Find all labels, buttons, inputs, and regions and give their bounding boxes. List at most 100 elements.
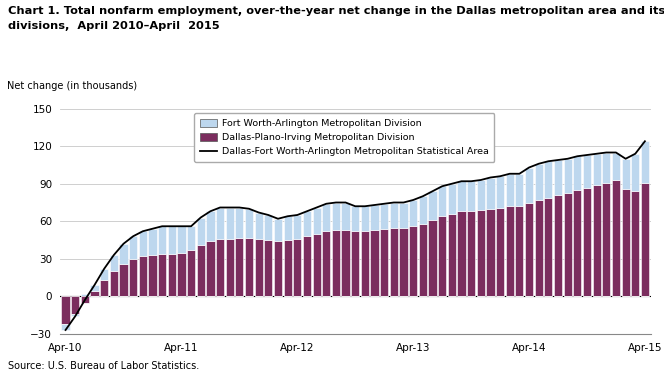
Bar	[216, 207, 224, 239]
Bar	[207, 241, 214, 296]
Bar	[428, 220, 437, 296]
Bar	[197, 217, 205, 245]
Bar	[177, 226, 185, 252]
Bar	[254, 213, 263, 239]
Bar	[448, 184, 456, 214]
Bar	[120, 264, 127, 296]
Bar	[477, 210, 485, 296]
Bar	[254, 239, 263, 296]
Text: Chart 1. Total nonfarm employment, over-the-year net change in the Dallas metrop: Chart 1. Total nonfarm employment, over-…	[8, 6, 664, 16]
Bar	[641, 141, 649, 183]
Bar	[90, 285, 99, 291]
Bar	[139, 231, 147, 256]
Bar	[284, 216, 291, 240]
Bar	[380, 204, 388, 229]
Bar	[71, 296, 79, 314]
Bar	[622, 159, 629, 189]
Bar	[380, 229, 388, 296]
Bar	[554, 195, 562, 296]
Bar	[187, 226, 195, 250]
Bar	[496, 207, 504, 296]
Bar	[612, 153, 620, 180]
Bar	[641, 183, 649, 296]
Bar	[226, 239, 234, 296]
Bar	[554, 160, 562, 195]
Bar	[631, 191, 639, 296]
Bar	[158, 254, 166, 296]
Bar	[592, 154, 601, 185]
Bar	[245, 237, 253, 296]
Bar	[564, 192, 572, 296]
Bar	[525, 202, 533, 296]
Bar	[158, 226, 166, 254]
Bar	[284, 240, 291, 296]
Bar	[274, 241, 282, 296]
Bar	[525, 168, 533, 202]
Bar	[148, 255, 157, 296]
Bar	[207, 211, 214, 241]
Bar	[313, 234, 321, 296]
Bar	[409, 200, 417, 226]
Bar	[226, 207, 234, 239]
Bar	[235, 207, 244, 237]
Bar	[448, 214, 456, 296]
Legend: Fort Worth-Arlington Metropolitan Division, Dallas-Plano-Irving Metropolitan Div: Fort Worth-Arlington Metropolitan Divisi…	[195, 114, 495, 162]
Bar	[90, 291, 99, 296]
Bar	[428, 191, 437, 220]
Bar	[583, 155, 591, 188]
Bar	[187, 250, 195, 296]
Bar	[245, 209, 253, 237]
Bar	[274, 219, 282, 241]
Bar	[486, 177, 495, 209]
Bar	[409, 226, 417, 296]
Bar	[564, 159, 572, 192]
Bar	[313, 207, 321, 234]
Bar	[264, 240, 272, 296]
Bar	[322, 204, 331, 231]
Bar	[622, 189, 629, 296]
Bar	[110, 271, 118, 296]
Bar	[351, 231, 359, 296]
Text: divisions,  April 2010–April  2015: divisions, April 2010–April 2015	[8, 21, 220, 31]
Bar	[197, 245, 205, 296]
Bar	[371, 230, 378, 296]
Bar	[477, 180, 485, 210]
Bar	[110, 255, 118, 271]
Bar	[505, 174, 514, 206]
Bar	[216, 239, 224, 296]
Bar	[573, 190, 582, 296]
Bar	[361, 231, 369, 296]
Bar	[168, 254, 176, 296]
Bar	[361, 206, 369, 231]
Bar	[332, 230, 340, 296]
Bar	[120, 244, 127, 264]
Bar	[573, 156, 582, 190]
Bar	[129, 236, 137, 259]
Bar	[438, 216, 446, 296]
Bar	[390, 228, 398, 296]
Bar	[351, 206, 359, 231]
Text: Source: U.S. Bureau of Labor Statistics.: Source: U.S. Bureau of Labor Statistics.	[8, 361, 199, 371]
Bar	[332, 202, 340, 230]
Bar	[612, 180, 620, 296]
Bar	[303, 236, 311, 296]
Bar	[535, 164, 542, 200]
Bar	[400, 228, 408, 296]
Text: Net change (in thousands): Net change (in thousands)	[7, 81, 137, 91]
Bar	[583, 188, 591, 296]
Bar	[438, 186, 446, 216]
Bar	[515, 174, 523, 206]
Bar	[602, 153, 610, 183]
Bar	[322, 231, 331, 296]
Bar	[419, 224, 427, 296]
Bar	[177, 252, 185, 296]
Bar	[390, 202, 398, 228]
Bar	[62, 324, 70, 330]
Bar	[148, 229, 157, 255]
Bar	[81, 296, 89, 303]
Bar	[168, 226, 176, 254]
Bar	[303, 211, 311, 236]
Bar	[467, 211, 475, 296]
Bar	[71, 314, 79, 316]
Bar	[505, 206, 514, 296]
